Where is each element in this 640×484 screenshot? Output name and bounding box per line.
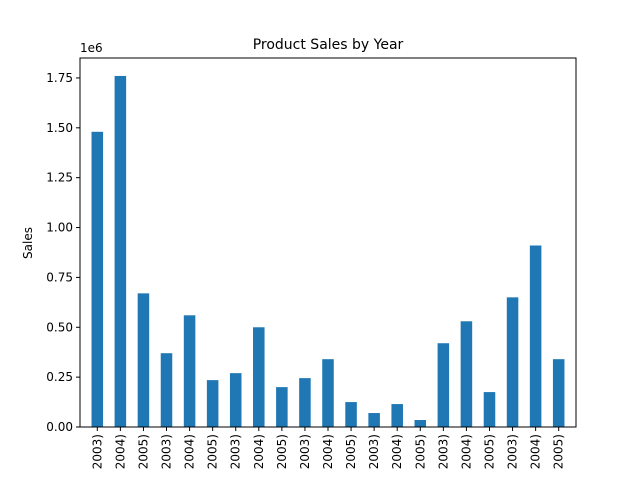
bar-20 xyxy=(552,359,565,427)
bars-layer xyxy=(91,75,565,428)
x-tick-label-3: 2003) xyxy=(160,434,174,469)
x-tick-label-0: 2003) xyxy=(90,434,104,469)
x-axis: 2003) 2004) 2005) 2003) 2004) 2005) 2003) 2004)… xyxy=(90,427,566,469)
x-tick-label-20: 2005) xyxy=(552,434,566,469)
bar-17 xyxy=(483,392,496,427)
bar-4 xyxy=(183,315,196,427)
x-tick-label-16: 2004) xyxy=(459,434,473,469)
x-tick-label-7: 2004) xyxy=(252,434,266,469)
bar-19 xyxy=(529,245,542,427)
bar-15 xyxy=(437,343,450,427)
x-tick-label-9: 2003) xyxy=(298,434,312,469)
y-tick-label-3: 0.75 xyxy=(46,270,73,284)
bar-2 xyxy=(137,293,150,427)
y-tick-label-0: 0.00 xyxy=(46,420,73,434)
y-tick-label-5: 1.25 xyxy=(46,171,73,185)
y-axis: 0.00 0.25 0.50 0.75 1.00 1.25 1.50 1.75 xyxy=(46,71,80,434)
bar-14 xyxy=(414,420,427,427)
x-tick-label-17: 2005) xyxy=(482,434,496,469)
x-tick-label-15: 2003) xyxy=(436,434,450,469)
bar-8 xyxy=(276,387,288,427)
bar-6 xyxy=(229,373,242,427)
bar-7 xyxy=(253,327,265,427)
x-tick-label-1: 2004) xyxy=(113,434,127,469)
y-axis-scale-label: 1e6 xyxy=(80,41,103,55)
bar-5 xyxy=(206,380,219,427)
bar-13 xyxy=(391,404,403,427)
bar-12 xyxy=(368,413,380,427)
y-tick-label-4: 1.00 xyxy=(46,221,73,235)
x-tick-label-14: 2005) xyxy=(413,434,427,469)
bar-9 xyxy=(299,378,311,427)
y-tick-label-6: 1.50 xyxy=(46,121,73,135)
bar-11 xyxy=(345,402,357,427)
y-tick-label-1: 0.25 xyxy=(46,370,73,384)
plot-area-frame xyxy=(79,57,577,428)
y-axis-label: Sales xyxy=(21,227,35,259)
x-tick-label-4: 2004) xyxy=(183,434,197,469)
y-tick-label-7: 1.75 xyxy=(46,71,73,85)
chart-title: Product Sales by Year xyxy=(253,37,404,53)
bar-3 xyxy=(160,353,173,427)
x-tick-label-11: 2005) xyxy=(344,434,358,469)
x-tick-label-10: 2004) xyxy=(321,434,335,469)
bar-0 xyxy=(91,131,104,428)
x-tick-label-13: 2004) xyxy=(390,434,404,469)
bar-16 xyxy=(460,321,473,427)
y-tick-label-2: 0.50 xyxy=(46,320,73,334)
x-tick-label-18: 2003) xyxy=(506,434,520,469)
x-tick-label-19: 2004) xyxy=(529,434,543,469)
bar-18 xyxy=(506,297,519,427)
x-tick-label-2: 2005) xyxy=(136,434,150,469)
bar-1 xyxy=(114,75,127,427)
bar-10 xyxy=(322,359,334,427)
x-tick-label-5: 2005) xyxy=(206,434,220,469)
x-tick-label-8: 2005) xyxy=(275,434,289,469)
x-tick-label-12: 2003) xyxy=(367,434,381,469)
x-tick-label-6: 2003) xyxy=(229,434,243,469)
